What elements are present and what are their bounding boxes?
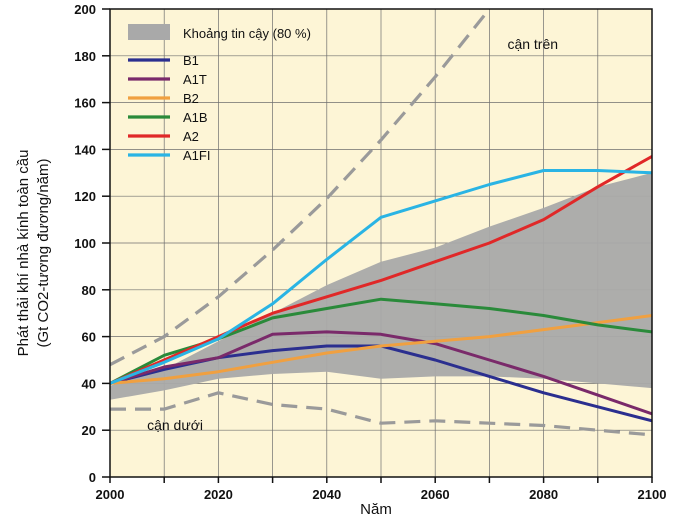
y-tick-label: 40 [82,376,96,391]
y-tick-label: 80 [82,283,96,298]
legend-label-b2: B2 [183,91,199,106]
y-tick-label: 60 [82,330,96,345]
plot-area [110,9,652,437]
y-axis-label-line-2: (Gt CO2-tương đương/năm) [35,159,52,348]
x-tick-label: 2000 [96,487,125,502]
x-tick-label: 2080 [529,487,558,502]
y-tick-label: 100 [74,236,96,251]
y-axis-label-line-1: Phát thải khí nhà kính toàn cầu [15,150,32,357]
legend: Khoảng tin cậy (80 %) B1 A1T B2 A1B A2 A1FI [128,24,311,163]
confidence-band [110,172,652,400]
series-line-a2 [110,154,652,385]
y-tick-label: 140 [74,142,96,157]
x-tick-label: 2060 [421,487,450,502]
y-tick-label: 160 [74,96,96,111]
y-tick-label: 180 [74,49,96,64]
series-line-a1t [110,330,652,416]
legend-label-b1: B1 [183,53,199,68]
legend-swatch-band [128,24,170,40]
y-axis-label-group: Phát thải khí nhà kính toàn cầu (Gt CO2-t… [15,150,52,357]
legend-label-a1b: A1B [183,110,208,125]
y-tick-label: 120 [74,189,96,204]
x-tick-label: 2020 [204,487,233,502]
upper-bound-line [110,9,491,367]
legend-label-a1t: A1T [183,72,207,87]
y-tick-label: 200 [74,2,96,17]
series-line-a1fi [110,169,652,385]
x-axis-label: Năm [360,501,392,518]
series-line-b2 [110,314,652,385]
y-tick-label: 20 [82,423,96,438]
legend-label-band: Khoảng tin cậy (80 %) [183,26,311,41]
annotation-upper-bound: cận trên [507,36,558,52]
annotation-lower-bound: cận dưới [147,417,203,433]
x-tick-label: 2100 [638,487,667,502]
x-tick-label: 2040 [312,487,341,502]
lower-bound-line [110,391,652,437]
legend-label-a1fi: A1FI [183,148,210,163]
legend-label-a2: A2 [183,129,199,144]
y-tick-label: 0 [89,470,96,485]
